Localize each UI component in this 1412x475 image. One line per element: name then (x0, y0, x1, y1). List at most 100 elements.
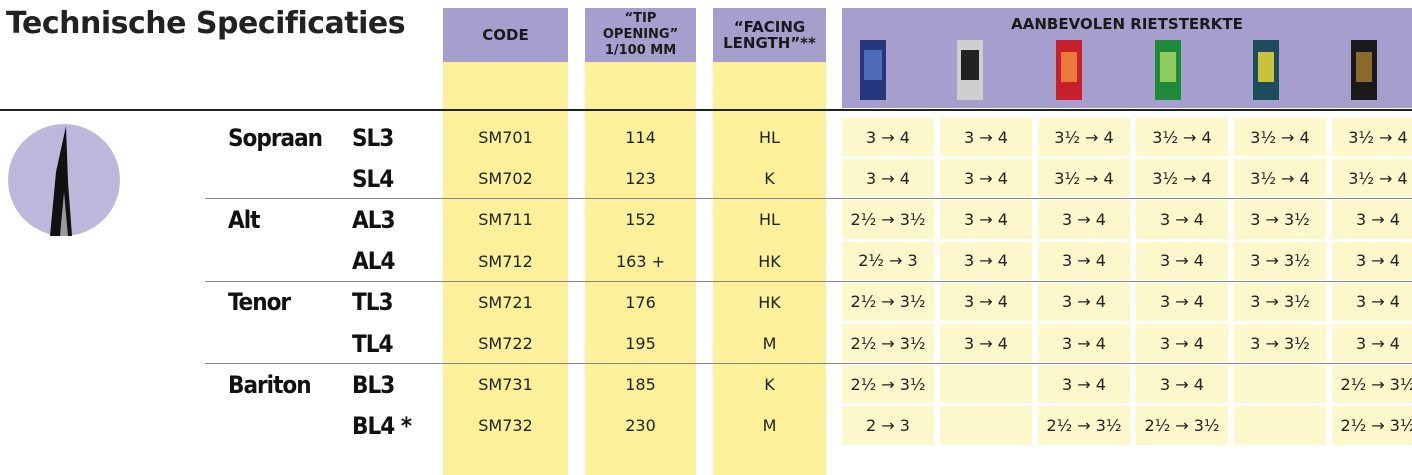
group-rule (205, 198, 1412, 200)
header-text: 1/100 MM (604, 43, 677, 58)
strength: 3 → 4 (1136, 365, 1228, 404)
strength: 3 → 3½ (1234, 200, 1326, 239)
strength: 3 → 4 (1136, 324, 1228, 363)
code: SM701 (478, 128, 533, 148)
strength: 3 → 4 (1332, 241, 1412, 280)
strength: 3 → 4 (1038, 282, 1130, 321)
strength: 3 → 3½ (1234, 282, 1326, 321)
facing-length: K (764, 169, 775, 189)
code: SM722 (478, 334, 533, 354)
strength: 2 → 3 (842, 406, 934, 445)
strength: 2½ → 3½ (1332, 365, 1412, 404)
tip-opening: 114 (625, 128, 656, 148)
model: TL4 (352, 329, 394, 358)
strength: 3 → 4 (1038, 241, 1130, 280)
facing-length: HL (759, 128, 780, 148)
strength: 3½ → 4 (1136, 159, 1228, 198)
reed-box (1155, 40, 1181, 100)
code: SM732 (478, 416, 533, 436)
reed-box (860, 40, 886, 100)
facing-length: HL (759, 210, 780, 230)
strength: 3 → 4 (1332, 200, 1412, 239)
tip-opening: 195 (625, 334, 656, 354)
strength: 3 → 4 (1038, 324, 1130, 363)
model: SL3 (352, 123, 394, 152)
tip-opening: 152 (625, 210, 656, 230)
mouthpiece-icon (8, 124, 120, 236)
strength (940, 365, 1032, 404)
strength: 3 → 4 (1332, 324, 1412, 363)
column-bg (585, 62, 696, 475)
strength: 3½ → 4 (1038, 159, 1130, 198)
facing-length: M (762, 416, 777, 436)
strength: 3½ → 4 (1234, 118, 1326, 157)
strength: 3½ → 4 (1332, 159, 1412, 198)
tip-opening: 123 (625, 169, 656, 189)
strength: 3 → 4 (1136, 241, 1228, 280)
group-name: Bariton (228, 370, 312, 399)
tip-opening: 185 (625, 375, 656, 395)
header-strength: AANBEVOLEN RIETSTERKTE (842, 8, 1412, 108)
reed-box (1056, 40, 1082, 100)
facing-length: M (762, 334, 777, 354)
strength: 2½ → 3½ (842, 200, 934, 239)
strength (940, 406, 1032, 445)
strength: 3 → 4 (1136, 200, 1228, 239)
code: SM711 (478, 210, 533, 230)
strength: 3 → 4 (940, 200, 1032, 239)
model: AL4 (352, 247, 395, 276)
strength: 2½ → 3½ (1332, 406, 1412, 445)
group-name: Tenor (228, 288, 291, 317)
header-code: CODE (443, 8, 568, 62)
strength: 3½ → 4 (1332, 118, 1412, 157)
header-text: “TIP OPENING” (602, 11, 679, 42)
reed-box (957, 40, 983, 100)
header-text: “FACING (733, 18, 806, 36)
strength: 2½ → 3½ (1136, 406, 1228, 445)
strength: 3 → 4 (1038, 365, 1130, 404)
facing-length: K (764, 375, 775, 395)
header-rule (0, 109, 1412, 111)
code: SM721 (478, 292, 533, 312)
strength (1234, 406, 1326, 445)
group-name: Alt (228, 205, 260, 234)
strength: 2½ → 3½ (842, 282, 934, 321)
strength: 3½ → 4 (1136, 118, 1228, 157)
strength: 3 → 4 (1136, 282, 1228, 321)
header-text: AANBEVOLEN RIETSTERKTE (1011, 15, 1243, 33)
strength: 3 → 4 (940, 324, 1032, 363)
facing-length: HK (758, 251, 781, 271)
header-text: CODE (482, 26, 529, 44)
reed-box (1253, 40, 1279, 100)
facing-length: HK (758, 292, 781, 312)
tip-opening: 230 (625, 416, 656, 436)
group-rule (205, 280, 1412, 282)
column-bg (443, 62, 568, 475)
strength: 3 → 4 (842, 159, 934, 198)
strength: 3 → 4 (940, 118, 1032, 157)
strength: 3 → 4 (940, 282, 1032, 321)
code: SM731 (478, 375, 533, 395)
column-bg (713, 62, 826, 475)
header-text: LENGTH”** (723, 34, 816, 52)
reed-boxes (860, 40, 1377, 100)
model: BL3 (352, 370, 395, 399)
title: Technische Specificaties (6, 6, 406, 41)
model: BL4 * (352, 411, 412, 440)
strength: 2½ → 3 (842, 241, 934, 280)
header-facing: “FACING LENGTH”** (713, 8, 826, 62)
strength: 3½ → 4 (1038, 118, 1130, 157)
tip-opening: 176 (625, 292, 656, 312)
strength: 2½ → 3½ (842, 324, 934, 363)
strength: 3 → 4 (1332, 282, 1412, 321)
strength: 2½ → 3½ (1038, 406, 1130, 445)
group-name: Sopraan (228, 123, 323, 152)
strength: 3 → 3½ (1234, 324, 1326, 363)
code: SM712 (478, 251, 533, 271)
reed-box (1351, 40, 1377, 100)
model: TL3 (352, 288, 394, 317)
strength: 3 → 4 (940, 241, 1032, 280)
model: SL4 (352, 164, 394, 193)
group-rule (205, 363, 1412, 365)
